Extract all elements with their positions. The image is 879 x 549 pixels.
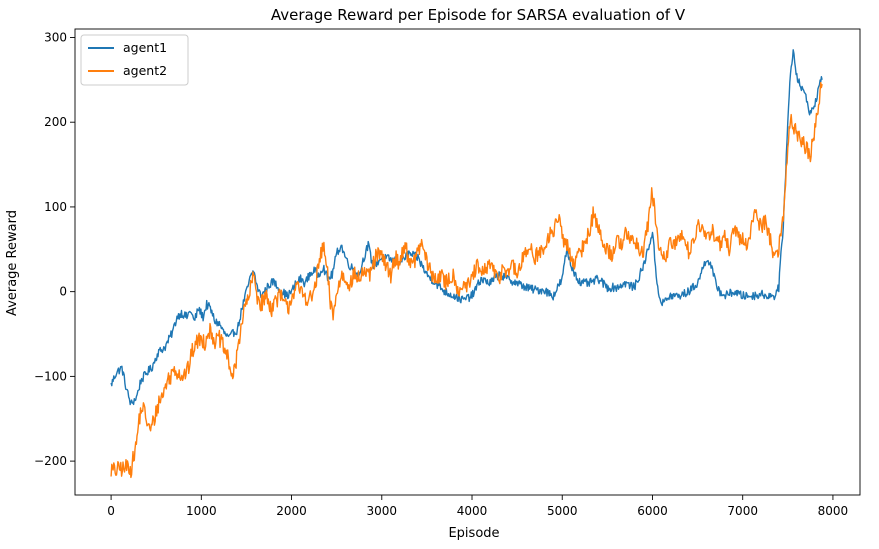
- y-tick-label: −100: [34, 369, 67, 383]
- legend-label-agent2: agent2: [123, 63, 167, 78]
- x-tick-label: 5000: [547, 504, 578, 518]
- y-axis-title: Average Reward: [5, 210, 20, 316]
- legend: agent1 agent2: [80, 34, 189, 86]
- series-layer: [110, 49, 823, 479]
- plot-frame: [74, 28, 861, 496]
- x-tick-label: 1000: [186, 504, 217, 518]
- x-tick-label: 2000: [276, 504, 307, 518]
- x-tick-label: 6000: [637, 504, 668, 518]
- x-tick-label: 0: [107, 504, 115, 518]
- y-tick-label: −200: [34, 454, 67, 468]
- series-line-agent1: [110, 49, 823, 406]
- y-axis: −200 −100 0 100 200 300: [34, 30, 75, 468]
- x-tick-label: 8000: [818, 504, 849, 518]
- x-tick-label: 7000: [727, 504, 758, 518]
- chart-title: Average Reward per Episode for SARSA eva…: [271, 6, 686, 24]
- x-tick-label: 3000: [367, 504, 398, 518]
- plot-area: [74, 28, 861, 496]
- series-line-agent2: [110, 82, 823, 479]
- y-tick-label: 200: [44, 115, 67, 129]
- x-axis: 0 1000 2000 3000 4000 5000 6000 7000 8000: [107, 495, 848, 518]
- x-tick-label: 4000: [457, 504, 488, 518]
- y-tick-label: 100: [44, 200, 67, 214]
- x-axis-title: Episode: [448, 526, 499, 541]
- legend-label-agent1: agent1: [123, 40, 167, 55]
- y-tick-label: 300: [44, 30, 67, 44]
- y-tick-label: 0: [59, 285, 67, 299]
